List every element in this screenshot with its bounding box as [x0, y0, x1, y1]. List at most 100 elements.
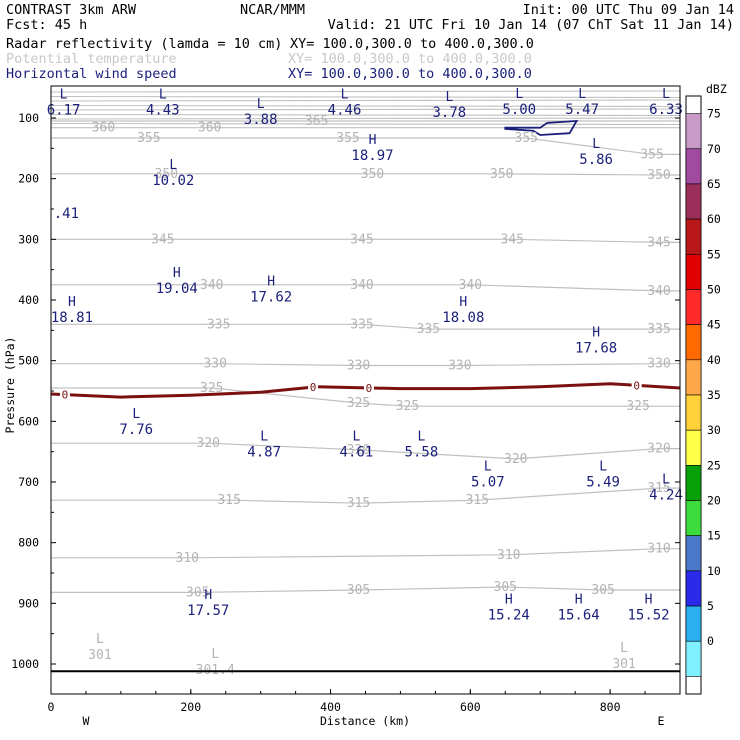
wind-extremum-mark: L [132, 407, 140, 422]
wind-extremum-value: 18.08 [442, 310, 484, 326]
theta-label: 330 [203, 357, 226, 372]
y-axis: 100 200 300 400 500 600 700 800 900 1000 [11, 111, 680, 671]
colorbar-swatch [685, 289, 702, 325]
zero-contour-label: 0 [62, 389, 69, 402]
wind-extremum-value: 5.07 [471, 475, 505, 491]
field-3-xy: XY= 100.0,300.0 to 400.0,300.0 [288, 66, 532, 82]
zero-dbz-contour: 0 0 0 0 [51, 379, 680, 402]
y-tick-label: 400 [18, 293, 39, 307]
field-1-xy: XY= 100.0,300.0 to 400.0,300.0 [290, 36, 534, 52]
zero-label-bg [59, 388, 70, 400]
wind-extremum-value: 17.68 [575, 341, 617, 357]
theta-contour-upper [51, 99, 680, 102]
wind-extremum-value: 6.33 [649, 102, 683, 118]
theta-contour-320 [51, 442, 680, 460]
theta-label: 305 [494, 580, 517, 595]
theta-contour-upper [51, 113, 680, 117]
wind-extremum-mark: L [599, 460, 607, 475]
wind-extremum-mark: L [353, 429, 361, 444]
theta-label: 325 [200, 381, 223, 396]
theta-contour-325 [51, 387, 680, 407]
wind-extremum-mark: H [459, 295, 467, 310]
wind-extremum-value: .41 [54, 206, 79, 222]
colorbar-label: 15 [707, 529, 721, 543]
header: CONTRAST 3km ARW NCAR/MMM Init: 00 UTC T… [6, 2, 734, 82]
wind-extremum-value: 15.64 [558, 607, 600, 623]
theta-label: 360 [92, 121, 115, 136]
wind-extremum-mark: L [159, 88, 167, 103]
zero-label-bg [631, 379, 642, 391]
theta-label: 315 [347, 496, 370, 511]
colorbar-label: 20 [707, 494, 721, 508]
theta-low-mark: L [96, 632, 104, 647]
y-tick-label: 100 [18, 111, 39, 125]
theta-label: 340 [200, 278, 223, 293]
valid-time: Valid: 21 UTC Fri 10 Jan 14 (07 ChT Sat … [328, 17, 734, 33]
wind-extremum-value: 19.04 [156, 281, 198, 297]
theta-contours [51, 90, 680, 593]
x-tick-label: 600 [460, 700, 481, 714]
theta-contour-upper [51, 95, 680, 99]
colorbar-swatch [685, 605, 702, 642]
zero-contour-line [51, 382, 680, 399]
colorbar-label: 70 [707, 142, 721, 156]
wind-extremum-value: 10.02 [152, 173, 194, 189]
y-tick-label: 900 [18, 596, 39, 610]
wind-extremum-mark: L [257, 97, 265, 112]
theta-label: 305 [591, 583, 614, 598]
wind-extremum-mark: L [662, 472, 670, 487]
colorbar-swatch [685, 394, 702, 431]
theta-label: 340 [647, 284, 670, 299]
theta-contour-355 [51, 137, 680, 155]
wind-extremum-value: 5.49 [586, 475, 620, 491]
wind-extremum-mark: L [592, 137, 600, 152]
wind-extremum-value: 5.86 [579, 152, 613, 168]
wind-extremum-value: 17.62 [250, 290, 292, 306]
wind-extremum-mark: L [578, 87, 586, 102]
theta-contour-upper [51, 90, 680, 93]
wind-extremum-mark: L [169, 158, 177, 173]
wind-extremum-mark: H [369, 133, 377, 148]
x-axis: 0 200 400 600 800 [48, 689, 646, 714]
colorbar-swatch [685, 429, 702, 466]
zero-contour-label: 0 [366, 382, 373, 395]
theta-label: 330 [647, 357, 670, 372]
theta-label: 355 [640, 147, 663, 162]
colorbar-swatch [685, 253, 702, 290]
wind-extremum-value: 15.24 [488, 607, 530, 623]
wind-extremum-mark: L [260, 429, 268, 444]
theta-label: 350 [361, 167, 384, 182]
wind-extremum-value: 3.88 [244, 112, 278, 128]
x-tick-label: 200 [180, 700, 201, 714]
colorbar-label: 25 [707, 458, 721, 472]
theta-label: 325 [347, 396, 370, 411]
forecast-hour: Fcst: 45 h [6, 17, 87, 33]
wind-extremum-value: 4.24 [649, 487, 683, 503]
wind-extremum-mark: H [68, 295, 76, 310]
wind-extremum-mark: H [173, 266, 181, 281]
colorbar-label: 75 [707, 107, 721, 121]
field-1-name: Radar reflectivity (lamda = 10 cm) [6, 36, 282, 52]
theta-label: 315 [647, 481, 670, 496]
theta-contour-310 [51, 548, 680, 559]
zero-contour-label: 0 [310, 381, 317, 394]
theta-label: 315 [466, 493, 489, 508]
theta-contour-315 [51, 487, 680, 504]
y-tick-label: 500 [18, 354, 39, 368]
wind-extremum-value: 5.58 [405, 444, 439, 460]
colorbar-swatch [685, 535, 702, 572]
theta-label: 320 [647, 442, 670, 457]
y-tick-label: 700 [18, 475, 39, 489]
wind-extremum-value: 4.43 [146, 103, 180, 119]
theta-label: 355 [336, 131, 359, 146]
colorbar-swatch [685, 113, 702, 150]
wind-extremum-mark: L [60, 88, 68, 103]
colorbar-swatch [685, 570, 702, 607]
theta-label: 305 [347, 583, 370, 598]
reflectivity-contour-line [504, 119, 579, 136]
colorbar-label: 55 [707, 247, 721, 261]
colorbar-swatch [685, 148, 702, 185]
